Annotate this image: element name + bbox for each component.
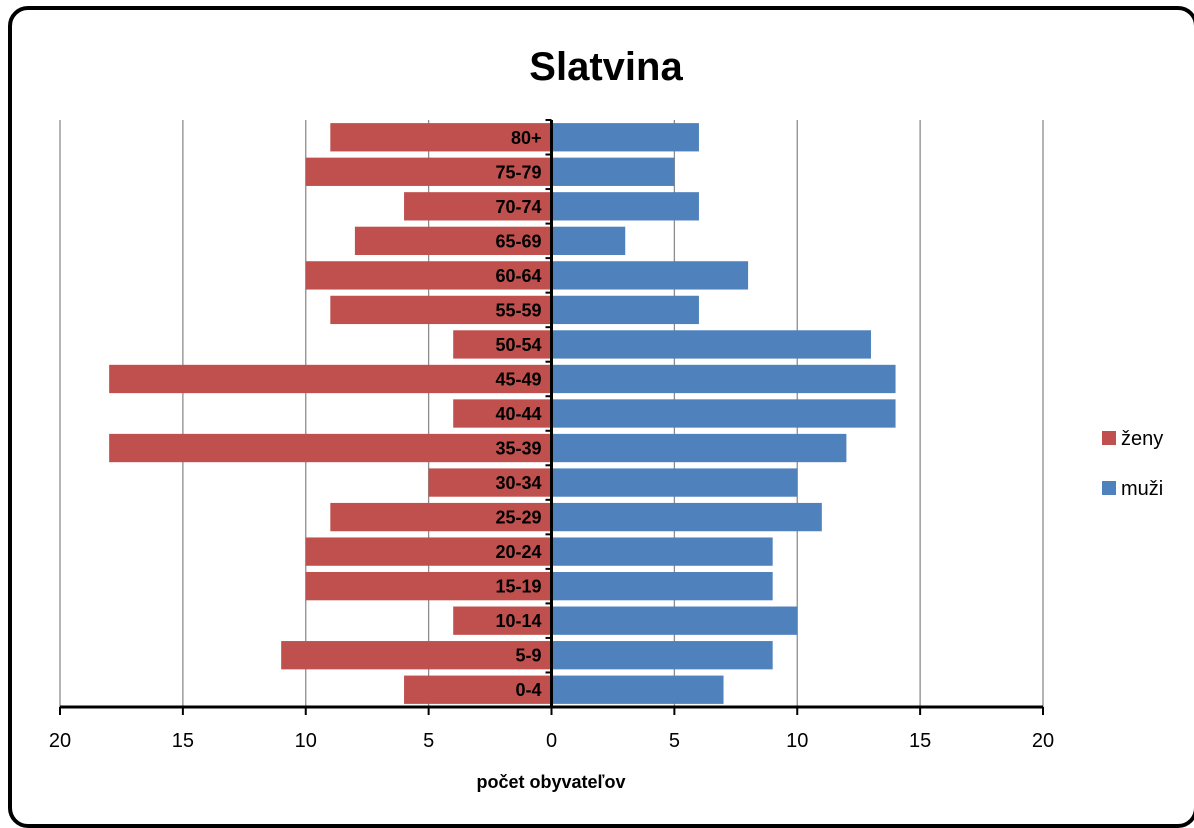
- bar-muzi-45-49: [551, 364, 896, 394]
- x-tick-label-0: 20: [49, 730, 71, 752]
- category-label-50-54: 50-54: [495, 335, 541, 355]
- x-tick-label-2: 10: [295, 730, 317, 752]
- bar-zeny-10-14: [453, 606, 552, 635]
- category-label-15-19: 15-19: [495, 577, 541, 597]
- bar-zeny-75-79: [305, 157, 552, 186]
- category-label-25-29: 25-29: [495, 508, 541, 528]
- bar-muzi-10-14: [551, 606, 798, 635]
- category-label-30-34: 30-34: [495, 473, 541, 493]
- bar-zeny-25-29: [330, 502, 552, 532]
- bar-muzi-30-34: [551, 468, 798, 497]
- bar-zeny-15-19: [305, 571, 552, 601]
- bar-zeny-20-24: [305, 537, 552, 566]
- bars: [109, 123, 896, 704]
- bar-muzi-35-39: [551, 433, 847, 463]
- bar-muzi-5-9: [551, 641, 773, 670]
- category-label-40-44: 40-44: [495, 404, 541, 424]
- category-label-0-4: 0-4: [515, 680, 541, 700]
- chart-title: Slatvina: [529, 45, 683, 89]
- category-labels: 0-4 5-9 10-14 15-19 20-24 25-29 30-34 35-39 40-4…: [495, 128, 541, 700]
- legend-swatch-0: [1102, 431, 1116, 445]
- x-tick-label-7: 15: [909, 730, 931, 752]
- bar-muzi-50-54: [551, 330, 871, 359]
- legend: ženy muži: [1102, 428, 1163, 500]
- legend-label-1: muži: [1121, 478, 1163, 500]
- bar-muzi-20-24: [551, 537, 773, 566]
- x-tick-label-6: 10: [786, 730, 808, 752]
- bar-zeny-45-49: [109, 364, 552, 394]
- category-label-65-69: 65-69: [495, 231, 541, 251]
- bar-zeny-35-39: [109, 433, 552, 463]
- x-axis-label: počet obyvateľov: [477, 772, 626, 792]
- category-label-55-59: 55-59: [495, 300, 541, 320]
- x-tick-label-4: 0: [546, 730, 557, 752]
- x-axis-ticks: 20 15 10 5 0 5 10 15 20: [49, 707, 1054, 752]
- bar-muzi-65-69: [551, 226, 626, 256]
- x-tick-label-5: 5: [669, 730, 680, 752]
- bar-zeny-0-4: [404, 675, 552, 704]
- category-label-20-24: 20-24: [495, 542, 541, 562]
- bar-muzi-75-79: [551, 157, 675, 186]
- x-tick-label-1: 15: [172, 730, 194, 752]
- category-label-45-49: 45-49: [495, 369, 541, 389]
- category-label-10-14: 10-14: [495, 611, 541, 631]
- bar-muzi-0-4: [551, 675, 724, 704]
- category-label-75-79: 75-79: [495, 162, 541, 182]
- bar-zeny-65-69: [354, 226, 552, 256]
- bar-muzi-40-44: [551, 399, 896, 428]
- x-tick-label-3: 5: [423, 730, 434, 752]
- category-label-70-74: 70-74: [495, 197, 541, 217]
- bar-zeny-60-64: [305, 261, 552, 290]
- bar-muzi-15-19: [551, 571, 773, 601]
- bar-muzi-60-64: [551, 261, 749, 290]
- bar-muzi-70-74: [551, 192, 699, 221]
- category-label-5-9: 5-9: [515, 646, 541, 666]
- bar-muzi-80+: [551, 123, 699, 152]
- bar-zeny-40-44: [453, 399, 552, 428]
- bar-muzi-55-59: [551, 295, 699, 325]
- bar-zeny-50-54: [453, 330, 552, 359]
- category-label-60-64: 60-64: [495, 266, 541, 286]
- x-tick-label-8: 20: [1032, 730, 1054, 752]
- bar-zeny-55-59: [330, 295, 552, 325]
- bar-zeny-80+: [330, 123, 552, 152]
- bar-zeny-30-34: [428, 468, 552, 497]
- category-label-80+: 80+: [511, 128, 542, 148]
- bar-zeny-5-9: [281, 641, 552, 670]
- legend-swatch-1: [1102, 481, 1116, 495]
- legend-label-0: ženy: [1121, 428, 1163, 450]
- category-label-35-39: 35-39: [495, 439, 541, 459]
- bar-zeny-70-74: [404, 192, 552, 221]
- bar-muzi-25-29: [551, 502, 822, 532]
